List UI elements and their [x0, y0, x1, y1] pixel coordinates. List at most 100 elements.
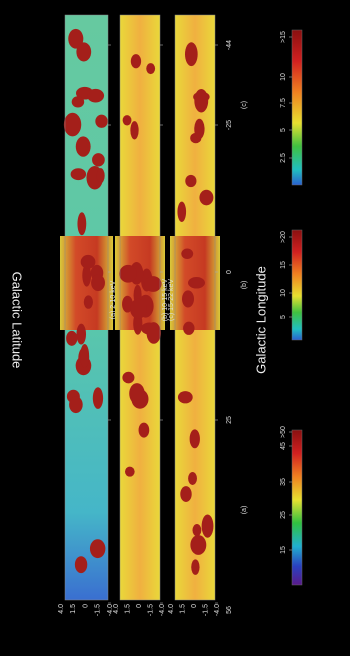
- map-source: [130, 54, 142, 69]
- map-source: [199, 189, 214, 206]
- map-frame: [64, 14, 109, 601]
- colorbar-tick-label: 2.5: [280, 153, 287, 163]
- map-source: [188, 472, 197, 485]
- map-source: [201, 514, 214, 538]
- map-source: [122, 115, 132, 126]
- longitude-tick-label: -25: [226, 120, 233, 130]
- map-source: [129, 383, 145, 405]
- map-source: [76, 42, 92, 62]
- latitude-tick-label: -4.0: [159, 604, 166, 616]
- latitude-tick-label: 0: [82, 604, 89, 608]
- latitude-tick-label: 1.5: [179, 604, 186, 614]
- longitude-title: Galactic Longitude: [253, 266, 268, 374]
- longitude-tick-label: 0: [226, 270, 233, 274]
- map-source: [87, 88, 105, 103]
- colorbar-label: (a): [241, 506, 248, 515]
- colorbar-tick-label: 7.5: [280, 98, 287, 108]
- map-source: [187, 277, 205, 289]
- colorbar-tick-label: >20: [280, 231, 287, 243]
- map-source: [82, 264, 92, 287]
- latitude-tick-label: 0: [191, 604, 198, 608]
- colorbar-tick-label: 10: [280, 289, 287, 297]
- map-source: [194, 118, 205, 140]
- latitude-tick-label: -4.0: [214, 604, 221, 616]
- map-source: [189, 429, 200, 449]
- map-source: [181, 248, 194, 259]
- latitude-tick-label: 1.5: [124, 604, 131, 614]
- panel-label: (b) 10-15 keV: [162, 278, 169, 321]
- latitude-tick-label: -1.5: [202, 604, 209, 616]
- panel-label: (c) 15-22 keV: [168, 279, 175, 321]
- map-source: [192, 524, 202, 537]
- map-source: [190, 534, 207, 555]
- latitude-tick-label: 1.5: [70, 604, 77, 614]
- map-source: [83, 295, 93, 309]
- map-source: [130, 121, 139, 140]
- map-source: [89, 539, 106, 559]
- map-source: [144, 276, 162, 292]
- map-source: [180, 486, 192, 502]
- map-source: [177, 391, 193, 404]
- colorbar-tick-label: 5: [280, 128, 287, 132]
- colorbar-tick-label: 15: [280, 546, 287, 554]
- latitude-tick-label: 4.0: [113, 604, 120, 614]
- map-source: [183, 321, 195, 335]
- colorbar-tick-label: 35: [280, 478, 287, 486]
- latitude-title: Galactic Latitude: [10, 272, 25, 369]
- latitude-tick-label: 4.0: [58, 604, 65, 614]
- longitude-tick-label: 56: [226, 606, 233, 614]
- latitude-tick-label: -1.5: [95, 604, 102, 616]
- map-source: [191, 559, 200, 575]
- map-source: [130, 298, 147, 319]
- map-source: [76, 323, 87, 345]
- colorbar-tick-label: 5: [280, 315, 287, 319]
- colorbar-tick-label: >15: [280, 31, 287, 43]
- map-source: [80, 344, 90, 368]
- map-source: [68, 28, 84, 49]
- map-source: [66, 330, 78, 346]
- map-source: [69, 396, 83, 414]
- panel-label: (a) 2-10 keV: [110, 280, 117, 319]
- map-source: [185, 174, 197, 188]
- map-source: [91, 274, 105, 292]
- map-source: [182, 290, 195, 308]
- colorbar: [291, 229, 303, 341]
- latitude-tick-label: -4.0: [107, 604, 114, 616]
- map-source: [146, 322, 161, 344]
- map-source: [63, 112, 82, 137]
- map-source: [71, 96, 85, 108]
- colorbar: [291, 29, 303, 186]
- map-source: [74, 556, 88, 574]
- map-source: [70, 168, 87, 181]
- map-source: [125, 466, 135, 477]
- map-source: [146, 63, 156, 75]
- map-source: [138, 422, 150, 438]
- colorbar-tick-label: >50: [280, 426, 287, 438]
- map-source: [77, 212, 87, 236]
- map-source: [122, 371, 135, 384]
- map-frame: [174, 14, 216, 601]
- colorbar-tick-label: 15: [280, 261, 287, 269]
- map-source: [194, 88, 209, 113]
- map-source: [75, 136, 91, 157]
- colorbar-tick-label: 25: [280, 511, 287, 519]
- colorbar-tick-label: 45: [280, 442, 287, 450]
- colorbar-label: (b): [241, 281, 248, 290]
- map-source: [92, 153, 105, 167]
- colorbar: [291, 429, 303, 586]
- map-source: [184, 42, 198, 67]
- longitude-tick-label: -44: [226, 40, 233, 50]
- latitude-tick-label: -1.5: [147, 604, 154, 616]
- latitude-tick-label: 0: [136, 604, 143, 608]
- colorbar-tick-label: 10: [280, 73, 287, 81]
- map-source: [119, 264, 137, 283]
- map-source: [96, 168, 105, 184]
- map-source: [80, 254, 96, 269]
- map-source: [92, 387, 104, 409]
- latitude-tick-label: 4.0: [168, 604, 175, 614]
- colorbar-label: (c): [241, 101, 248, 109]
- longitude-tick-label: 25: [226, 416, 233, 424]
- map-frame: [119, 14, 161, 601]
